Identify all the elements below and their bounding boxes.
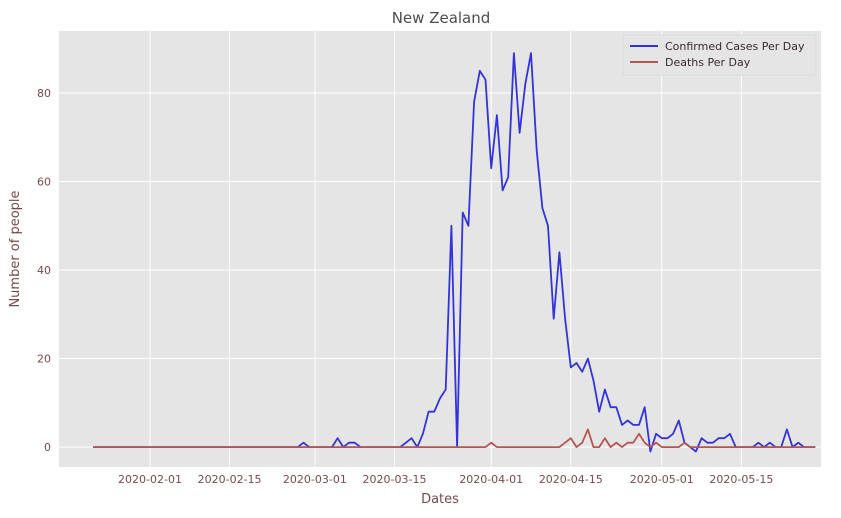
legend: Confirmed Cases Per Day Deaths Per Day: [622, 34, 817, 76]
y-ticks: 0 20 40 60 80: [37, 87, 51, 454]
chart-title: New Zealand: [392, 9, 491, 27]
plot-area: [59, 31, 821, 467]
y-tick-label: 0: [44, 441, 51, 454]
x-tick-label: 2020-04-15: [539, 473, 603, 486]
y-tick-label: 60: [37, 175, 51, 188]
legend-box: [622, 34, 817, 76]
x-tick-label: 2020-02-15: [198, 473, 262, 486]
y-tick-label: 40: [37, 264, 51, 277]
x-axis-label: Dates: [421, 492, 459, 507]
x-tick-label: 2020-05-01: [630, 473, 694, 486]
grid: [59, 31, 821, 467]
x-tick-label: 2020-03-01: [283, 473, 347, 486]
y-axis-label: Number of people: [8, 190, 23, 307]
legend-label-confirmed: Confirmed Cases Per Day: [665, 40, 805, 53]
series-group: [93, 52, 816, 453]
x-tick-label: 2020-04-01: [459, 473, 523, 486]
y-tick-label: 20: [37, 353, 51, 366]
x-tick-label: 2020-03-15: [363, 473, 427, 486]
x-tick-label: 2020-05-15: [709, 473, 773, 486]
legend-label-deaths: Deaths Per Day: [665, 56, 751, 69]
x-ticks: 2020-02-01 2020-02-15 2020-03-01 2020-03-15…: [118, 473, 773, 486]
x-tick-label: 2020-02-01: [118, 473, 182, 486]
series-line-deaths: [93, 428, 816, 449]
y-tick-label: 80: [37, 87, 51, 100]
